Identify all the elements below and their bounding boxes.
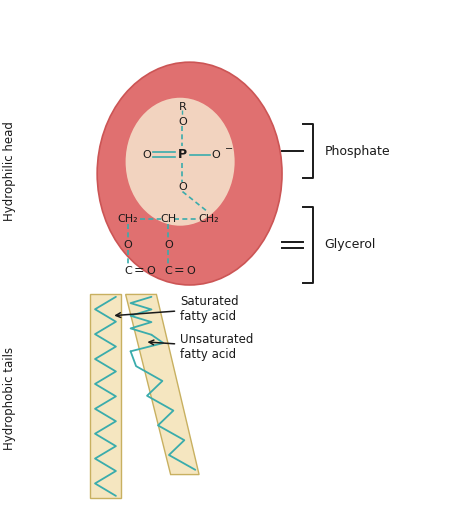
Text: Phosphate: Phosphate xyxy=(325,145,390,157)
Text: O: O xyxy=(178,182,187,192)
Text: C: C xyxy=(164,266,172,276)
Ellipse shape xyxy=(126,98,235,226)
Text: O: O xyxy=(164,240,173,250)
Text: =: = xyxy=(174,264,184,277)
Text: Hydrophilic head: Hydrophilic head xyxy=(3,121,16,221)
Text: O: O xyxy=(178,118,187,127)
Text: =: = xyxy=(134,264,144,277)
Text: Unsaturated
fatty acid: Unsaturated fatty acid xyxy=(149,332,254,361)
Text: −: − xyxy=(225,144,233,154)
Polygon shape xyxy=(90,294,121,498)
Text: C: C xyxy=(124,266,132,276)
Text: Saturated
fatty acid: Saturated fatty acid xyxy=(116,295,239,323)
Text: O: O xyxy=(211,149,220,160)
Text: O: O xyxy=(124,240,132,250)
Text: CH₂: CH₂ xyxy=(118,214,138,223)
Text: O: O xyxy=(186,266,195,276)
Text: Hydrophobic tails: Hydrophobic tails xyxy=(3,347,16,450)
Text: P: P xyxy=(178,148,187,161)
Text: O: O xyxy=(143,149,151,160)
Text: R: R xyxy=(179,102,186,112)
Text: Glycerol: Glycerol xyxy=(325,238,376,251)
Polygon shape xyxy=(126,294,199,475)
Ellipse shape xyxy=(97,62,282,285)
Text: O: O xyxy=(146,266,155,276)
Text: CH: CH xyxy=(160,214,176,223)
Text: CH₂: CH₂ xyxy=(198,214,219,223)
